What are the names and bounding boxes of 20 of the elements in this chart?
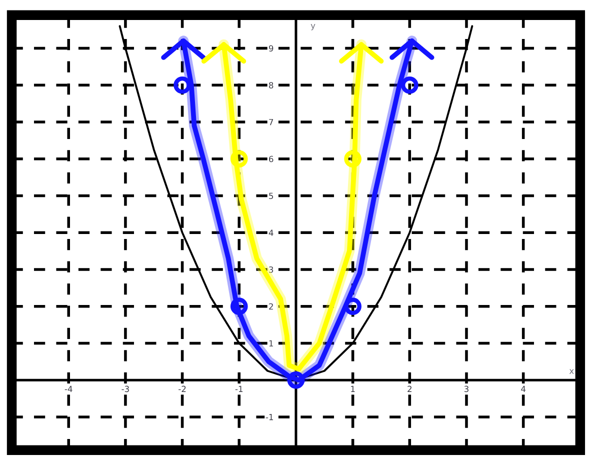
y-tick-label: 9 [268, 45, 274, 52]
x-tick-label: 2 [408, 386, 412, 392]
x-tick-label: -2 [178, 386, 186, 392]
y-tick-label: 3 [269, 266, 274, 273]
y-tick-label: 6 [269, 156, 274, 162]
y-tick-label: 2 [269, 303, 273, 310]
y-tick-label: 4 [268, 230, 274, 236]
x-tick-label: -3 [122, 386, 129, 392]
x-tick-label: 1 [351, 386, 355, 392]
y-tick-label: 5 [269, 192, 274, 200]
y-tick-label: 7 [269, 119, 274, 126]
y-tick-label: 8 [269, 82, 274, 88]
y-tick-label: 1 [269, 340, 273, 346]
x-tick-label: -4 [64, 386, 72, 392]
x-tick-label: 3 [464, 386, 468, 392]
y-axis-title: y [310, 24, 316, 30]
x-tick-label: 4 [521, 386, 526, 392]
y-tick-label: -1 [266, 414, 273, 420]
x-axis-title: x [569, 369, 574, 374]
x-tick-label: -1 [235, 386, 243, 392]
